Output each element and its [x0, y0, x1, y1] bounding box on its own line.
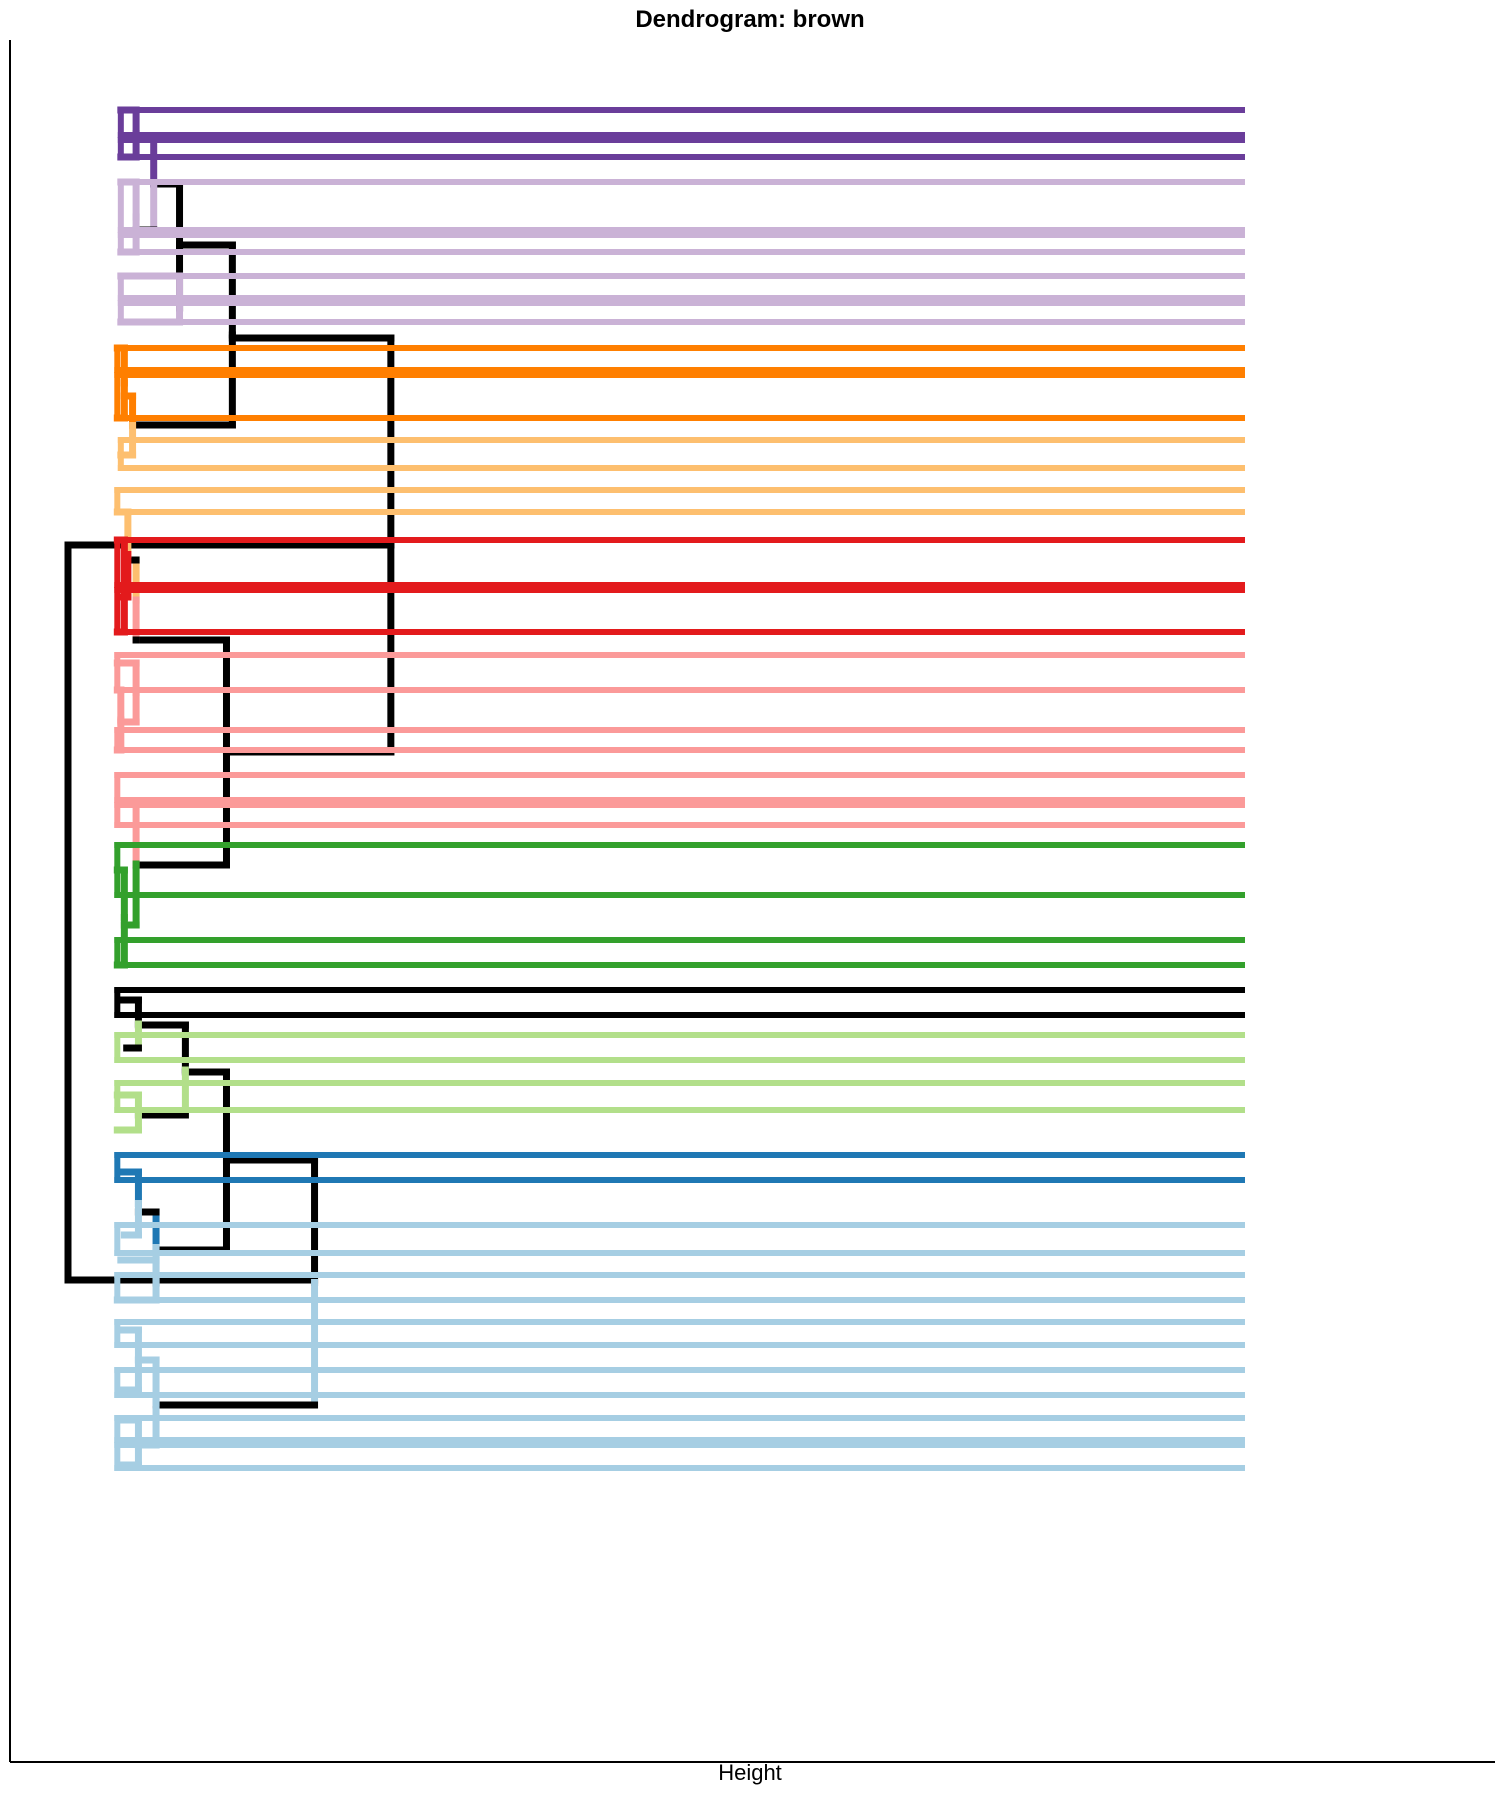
axes: [9, 40, 1495, 1763]
leaf-pair-4: [117, 273, 1245, 301]
leaf-pair-25: [114, 1367, 1245, 1398]
leaf-pair-5: [117, 300, 1245, 325]
leaf-pair-21: [114, 1152, 1245, 1183]
link-top-lower: [132, 636, 230, 869]
leaf-pair-24: [114, 1319, 1245, 1348]
leaf-pair-0: [117, 107, 1245, 138]
link-black-lgreen: [134, 1021, 189, 1119]
link-purple-lav: [150, 180, 184, 312]
leaf-pair-19: [114, 1032, 1245, 1063]
leaf-pair-16: [114, 842, 1245, 898]
leaf-pair-12: [114, 652, 1245, 693]
leaf-pair-11: [114, 587, 1245, 635]
link-black-small: [117, 996, 142, 1052]
leaf-pair-17: [114, 937, 1245, 968]
link-root: [64, 541, 395, 1284]
leaf-pair-1: [117, 137, 1245, 160]
link-lblue-c: [117, 1326, 142, 1394]
dendrogram-leaves: [114, 107, 1245, 1471]
leaf-pair-18: [114, 987, 1245, 1018]
leaf-pair-6: [114, 345, 1245, 373]
leaf-pair-23: [114, 1272, 1245, 1303]
leaf-pair-9: [114, 487, 1245, 515]
leaf-pair-8: [117, 437, 1245, 471]
leaf-pair-2: [117, 179, 1245, 233]
leaf-pair-26: [114, 1415, 1245, 1443]
leaf-pair-27: [114, 1442, 1245, 1471]
leaf-pair-14: [114, 772, 1245, 803]
chart-title: Dendrogram: brown: [635, 6, 865, 33]
x-axis-label: Height: [718, 1760, 782, 1785]
leaf-pair-10: [114, 537, 1245, 588]
leaf-pair-13: [114, 727, 1245, 753]
leaf-pair-20: [114, 1080, 1245, 1113]
leaf-pair-15: [114, 802, 1245, 828]
link-lgreen-b: [113, 1091, 142, 1134]
leaf-pair-22: [114, 1222, 1245, 1256]
leaf-pair-7: [114, 372, 1245, 421]
leaf-pair-3: [117, 232, 1245, 255]
